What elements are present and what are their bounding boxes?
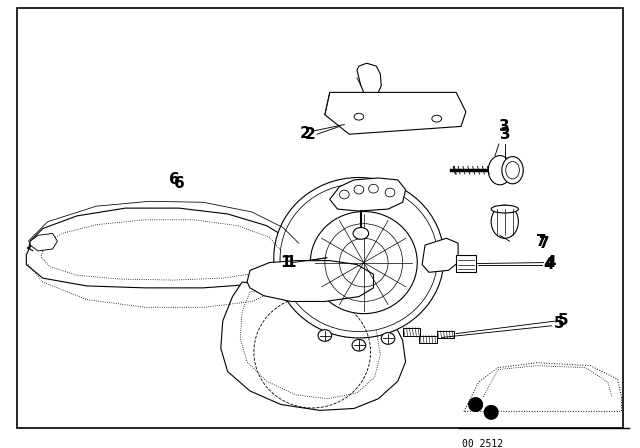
Bar	[403, 328, 420, 336]
Circle shape	[484, 405, 498, 419]
Ellipse shape	[310, 211, 417, 314]
Text: 4: 4	[546, 255, 556, 270]
Ellipse shape	[432, 115, 442, 122]
Polygon shape	[26, 208, 301, 288]
Ellipse shape	[385, 188, 395, 197]
Ellipse shape	[354, 113, 364, 120]
Ellipse shape	[491, 205, 518, 213]
Bar	[436, 331, 454, 338]
Ellipse shape	[488, 155, 511, 185]
Polygon shape	[325, 92, 466, 134]
Polygon shape	[30, 233, 58, 251]
Polygon shape	[221, 282, 406, 410]
Ellipse shape	[502, 157, 524, 184]
Ellipse shape	[339, 190, 349, 199]
Ellipse shape	[506, 161, 520, 179]
Text: 1: 1	[280, 255, 291, 270]
Text: 7: 7	[536, 234, 547, 249]
Text: 00 2512: 00 2512	[462, 439, 503, 448]
Text: 6: 6	[173, 176, 184, 190]
Text: 5: 5	[558, 314, 569, 328]
Ellipse shape	[369, 184, 378, 193]
Ellipse shape	[491, 205, 518, 238]
Text: 7: 7	[539, 236, 550, 250]
Text: 2: 2	[300, 126, 310, 141]
Ellipse shape	[274, 177, 444, 338]
Text: 4: 4	[544, 257, 554, 272]
Circle shape	[468, 398, 483, 411]
Ellipse shape	[354, 185, 364, 194]
Text: 2: 2	[305, 127, 315, 142]
Text: 1: 1	[285, 255, 296, 270]
Ellipse shape	[280, 184, 438, 332]
Text: 3: 3	[500, 127, 511, 142]
Polygon shape	[330, 178, 406, 211]
Polygon shape	[247, 261, 374, 302]
Bar	[456, 255, 476, 272]
Ellipse shape	[353, 228, 369, 239]
Text: 5: 5	[554, 316, 564, 332]
Polygon shape	[422, 238, 458, 272]
Text: 6: 6	[169, 172, 179, 187]
Ellipse shape	[318, 330, 332, 341]
Ellipse shape	[381, 332, 395, 344]
Ellipse shape	[352, 340, 365, 351]
Text: 3: 3	[499, 119, 510, 134]
Bar	[419, 336, 436, 343]
